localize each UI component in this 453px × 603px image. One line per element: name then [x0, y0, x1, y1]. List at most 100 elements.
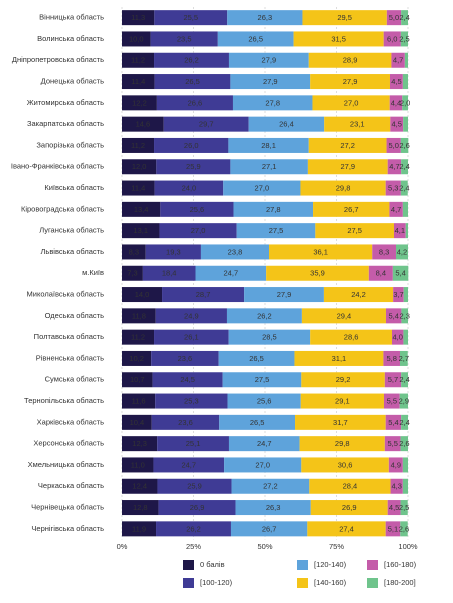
- data-label: 27,9: [263, 77, 278, 86]
- data-label: 23,6: [178, 354, 193, 363]
- data-label: 2,5: [399, 503, 409, 512]
- bar-segment: [160, 201, 234, 217]
- y-tick-label: Херсонська область: [33, 439, 104, 448]
- data-label: 27,2: [340, 141, 355, 150]
- data-label: 6,0: [387, 34, 397, 43]
- data-label: 2,6: [399, 524, 409, 533]
- bar-segment: [244, 287, 324, 303]
- bar-segment: [145, 244, 201, 260]
- bar-segment: [235, 500, 311, 516]
- data-label: 23,6: [178, 418, 193, 427]
- data-label: 26,9: [342, 503, 357, 512]
- y-tick-label: Львівська область: [40, 247, 104, 256]
- y-tick-label: Київська область: [44, 183, 104, 192]
- data-label: 11,0: [131, 460, 145, 469]
- bar-segment: [389, 201, 403, 217]
- bar-segment: [390, 116, 404, 132]
- data-label: 24,0: [182, 184, 197, 193]
- data-label: 5,4: [388, 418, 398, 427]
- legend-label: [160-180): [384, 560, 417, 569]
- bar-segment: [154, 52, 229, 68]
- data-label: 4,3: [391, 482, 401, 491]
- y-tick-label: Одеська область: [45, 311, 104, 320]
- legend-item: [180-200]: [367, 578, 416, 588]
- bar-segment: [313, 201, 390, 217]
- bar-segment: [122, 180, 155, 196]
- data-label: 10,7: [130, 375, 145, 384]
- y-tick-label: Харківська область: [37, 417, 104, 426]
- y-tick-label: Донецька область: [41, 77, 104, 86]
- bar-segment: [154, 10, 228, 26]
- bar-segment: [122, 137, 155, 153]
- data-label: 2,4: [399, 13, 409, 22]
- bar-segment: [324, 116, 391, 132]
- y-tick-label: Кіровоградська область: [21, 204, 104, 213]
- bar-segment: [383, 393, 400, 409]
- data-label: 18,4: [162, 269, 177, 278]
- y-tick-label: Чернігівська область: [31, 524, 104, 533]
- y-tick-label: Івано-Франківська область: [11, 162, 104, 171]
- data-label: 12,4: [132, 482, 147, 491]
- legend-item: 0 балів: [183, 560, 225, 570]
- bar-segment: [150, 31, 218, 47]
- data-label: 5,8: [386, 354, 396, 363]
- data-label: 8,4: [376, 269, 386, 278]
- legend-item: [100-120): [183, 578, 233, 588]
- bar-segment: [122, 287, 163, 303]
- y-tick-label: Миколаївська область: [27, 290, 105, 299]
- data-label: 11,2: [131, 141, 145, 150]
- data-label: 3,7: [393, 290, 403, 299]
- bar-segment: [401, 159, 408, 175]
- bar-segment: [401, 414, 408, 430]
- bar-segment: [372, 244, 396, 260]
- bar-segment: [122, 350, 152, 366]
- data-label: 27,9: [277, 290, 292, 299]
- data-label: 11,6: [132, 397, 146, 406]
- data-label: 10,4: [130, 418, 145, 427]
- data-label: 12,8: [133, 503, 148, 512]
- data-label: 27,4: [339, 524, 354, 533]
- legend-swatch: [183, 560, 194, 570]
- data-label: 11,9: [132, 524, 146, 533]
- legend-swatch: [367, 560, 378, 570]
- data-label: 29,7: [199, 120, 214, 129]
- bar-segment: [155, 308, 227, 324]
- bar-segment: [300, 180, 386, 196]
- bar-segment: [392, 265, 409, 281]
- bar-segment: [159, 223, 237, 239]
- bar-segment: [309, 478, 391, 494]
- bar-segment: [383, 350, 400, 366]
- data-label: 8,3: [129, 247, 139, 256]
- bar-segment: [154, 137, 229, 153]
- data-label: 4,5: [389, 503, 399, 512]
- bar-segment: [122, 500, 159, 516]
- data-label: 25,6: [257, 397, 272, 406]
- data-label: 4,7: [391, 205, 401, 214]
- bar-segment: [307, 521, 386, 537]
- bar-segment: [401, 372, 408, 388]
- data-label: 23,1: [350, 120, 365, 129]
- data-label: 11,4: [131, 77, 145, 86]
- bar-segment: [122, 521, 157, 537]
- bar-segment: [402, 74, 408, 90]
- bar-segment: [162, 287, 245, 303]
- data-label: 27,8: [266, 205, 281, 214]
- bar-segment: [401, 10, 408, 26]
- data-label: 10,2: [129, 354, 144, 363]
- data-label: 29,1: [335, 397, 350, 406]
- bar-segment: [163, 116, 249, 132]
- bar-segment: [400, 521, 408, 537]
- bar-segment: [228, 436, 300, 452]
- data-label: 27,8: [265, 98, 280, 107]
- bar-segment: [395, 244, 408, 260]
- data-label: 2,6: [399, 439, 409, 448]
- bar-segment: [228, 137, 309, 153]
- bar-segment: [122, 116, 164, 132]
- bar-segment: [399, 393, 408, 409]
- data-label: 2,4: [399, 184, 409, 193]
- bar-segment: [122, 436, 158, 452]
- data-label: 24,7: [224, 269, 239, 278]
- bar-segment: [228, 52, 309, 68]
- data-label: 28,7: [196, 290, 211, 299]
- data-label: 26,9: [190, 503, 205, 512]
